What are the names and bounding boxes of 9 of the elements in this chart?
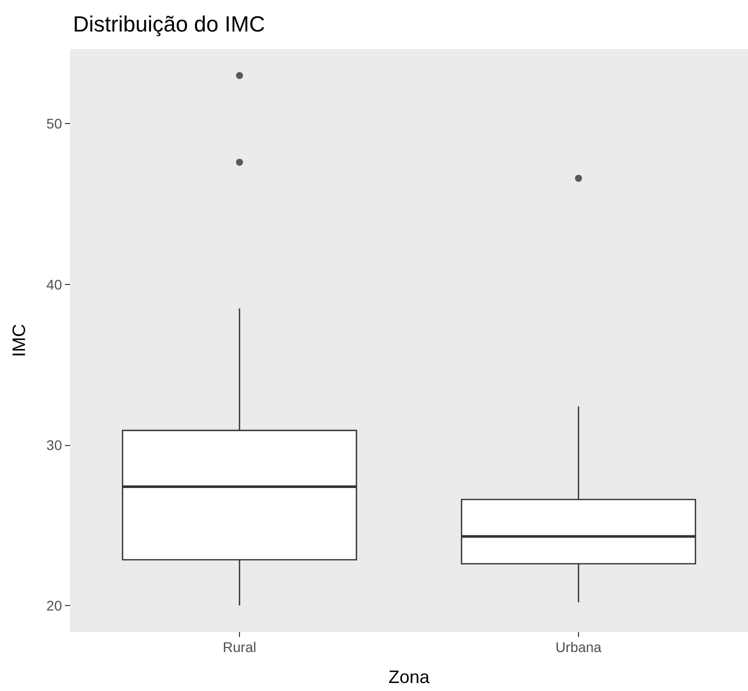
y-tick-label: 30 (46, 436, 62, 453)
y-tick-label: 40 (46, 276, 62, 292)
x-tick-label: Urbana (556, 639, 602, 655)
chart-title: Distribuição do IMC (73, 12, 266, 36)
y-tick-label: 20 (46, 598, 62, 614)
x-axis-title: Zona (388, 667, 430, 687)
x-tick-label: Rural (222, 639, 256, 655)
y-axis-title: IMC (9, 324, 29, 357)
y-tick-label: 50 (46, 116, 62, 132)
